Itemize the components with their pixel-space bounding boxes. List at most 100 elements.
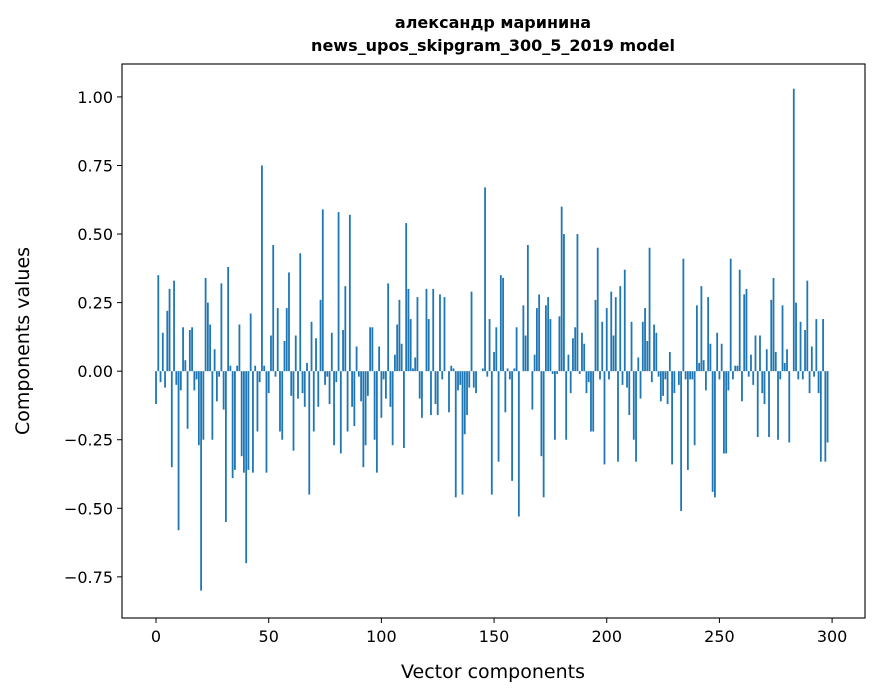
bar bbox=[712, 371, 714, 492]
bars-group bbox=[155, 89, 831, 591]
bar bbox=[270, 336, 272, 372]
bar bbox=[261, 165, 263, 371]
bar bbox=[308, 371, 310, 494]
bar bbox=[324, 371, 326, 385]
bar bbox=[459, 371, 461, 385]
bar bbox=[435, 371, 437, 404]
bar bbox=[155, 371, 157, 404]
bar bbox=[604, 371, 606, 464]
bar bbox=[660, 371, 662, 401]
bar bbox=[811, 346, 813, 371]
y-tick-label: −0.75 bbox=[64, 568, 113, 587]
bar bbox=[531, 371, 533, 409]
bar bbox=[311, 322, 313, 371]
bar bbox=[220, 283, 222, 371]
bar bbox=[761, 371, 763, 393]
bar bbox=[317, 371, 319, 407]
bar bbox=[471, 292, 473, 372]
bar bbox=[180, 371, 182, 390]
bar bbox=[820, 371, 822, 462]
bar bbox=[225, 371, 227, 522]
bar bbox=[428, 319, 430, 371]
bar bbox=[642, 322, 644, 371]
bar bbox=[827, 371, 829, 442]
bar bbox=[786, 349, 788, 371]
x-tick-label: 200 bbox=[591, 627, 622, 646]
bar bbox=[579, 371, 581, 374]
bar bbox=[779, 371, 781, 379]
bar bbox=[491, 371, 493, 494]
bar bbox=[734, 366, 736, 371]
bar bbox=[383, 371, 385, 379]
bar bbox=[484, 187, 486, 371]
bar bbox=[622, 371, 624, 385]
bar bbox=[468, 371, 470, 387]
bar bbox=[209, 325, 211, 372]
bar bbox=[266, 371, 268, 472]
bar bbox=[570, 371, 572, 393]
bar bbox=[448, 371, 450, 412]
bar bbox=[680, 371, 682, 511]
bar bbox=[572, 338, 574, 371]
bar bbox=[482, 368, 484, 371]
bar bbox=[737, 366, 739, 371]
bar bbox=[568, 355, 570, 371]
bar bbox=[439, 294, 441, 371]
bar bbox=[344, 286, 346, 371]
bar bbox=[710, 344, 712, 371]
bar bbox=[365, 371, 367, 445]
bar bbox=[229, 366, 231, 371]
bar bbox=[522, 305, 524, 371]
bar bbox=[250, 314, 252, 372]
bar bbox=[633, 371, 635, 440]
bar bbox=[793, 89, 795, 371]
bar bbox=[399, 300, 401, 371]
bar bbox=[281, 371, 283, 440]
bar bbox=[739, 270, 741, 371]
bar bbox=[757, 371, 759, 437]
bar bbox=[257, 371, 259, 431]
y-axis-label: Components values bbox=[12, 247, 34, 435]
bar bbox=[347, 371, 349, 431]
bar bbox=[626, 371, 628, 387]
bar bbox=[707, 297, 709, 371]
bar bbox=[169, 289, 171, 371]
bar bbox=[743, 294, 745, 371]
bar bbox=[797, 371, 799, 379]
bar bbox=[755, 336, 757, 372]
bar bbox=[644, 308, 646, 371]
bar bbox=[655, 333, 657, 371]
bar bbox=[351, 371, 353, 407]
y-tick-label: 0.75 bbox=[77, 156, 113, 175]
bar bbox=[574, 327, 576, 371]
bar bbox=[277, 308, 279, 371]
bar bbox=[295, 336, 297, 372]
bar bbox=[583, 344, 585, 371]
bar bbox=[631, 322, 633, 371]
bar bbox=[259, 371, 261, 382]
bar bbox=[669, 352, 671, 371]
bar bbox=[613, 336, 615, 372]
bar bbox=[241, 371, 243, 456]
bar bbox=[254, 366, 256, 371]
bar bbox=[775, 352, 777, 371]
bar bbox=[559, 316, 561, 371]
bar bbox=[563, 234, 565, 371]
x-tick-label: 50 bbox=[259, 627, 279, 646]
bar bbox=[193, 371, 195, 390]
bar bbox=[360, 371, 362, 401]
y-tick-label: −0.25 bbox=[64, 431, 113, 450]
bar bbox=[813, 371, 815, 376]
bar bbox=[340, 371, 342, 453]
bar bbox=[275, 371, 277, 376]
y-axis-ticks: −0.75−0.50−0.250.000.250.500.751.00 bbox=[64, 88, 122, 587]
bar bbox=[667, 371, 669, 404]
bar bbox=[333, 371, 335, 445]
bar bbox=[500, 275, 502, 371]
bar bbox=[723, 371, 725, 453]
bar bbox=[389, 371, 391, 407]
bar bbox=[730, 259, 732, 371]
bar bbox=[651, 371, 653, 382]
x-tick-label: 300 bbox=[817, 627, 848, 646]
bar bbox=[173, 281, 175, 372]
